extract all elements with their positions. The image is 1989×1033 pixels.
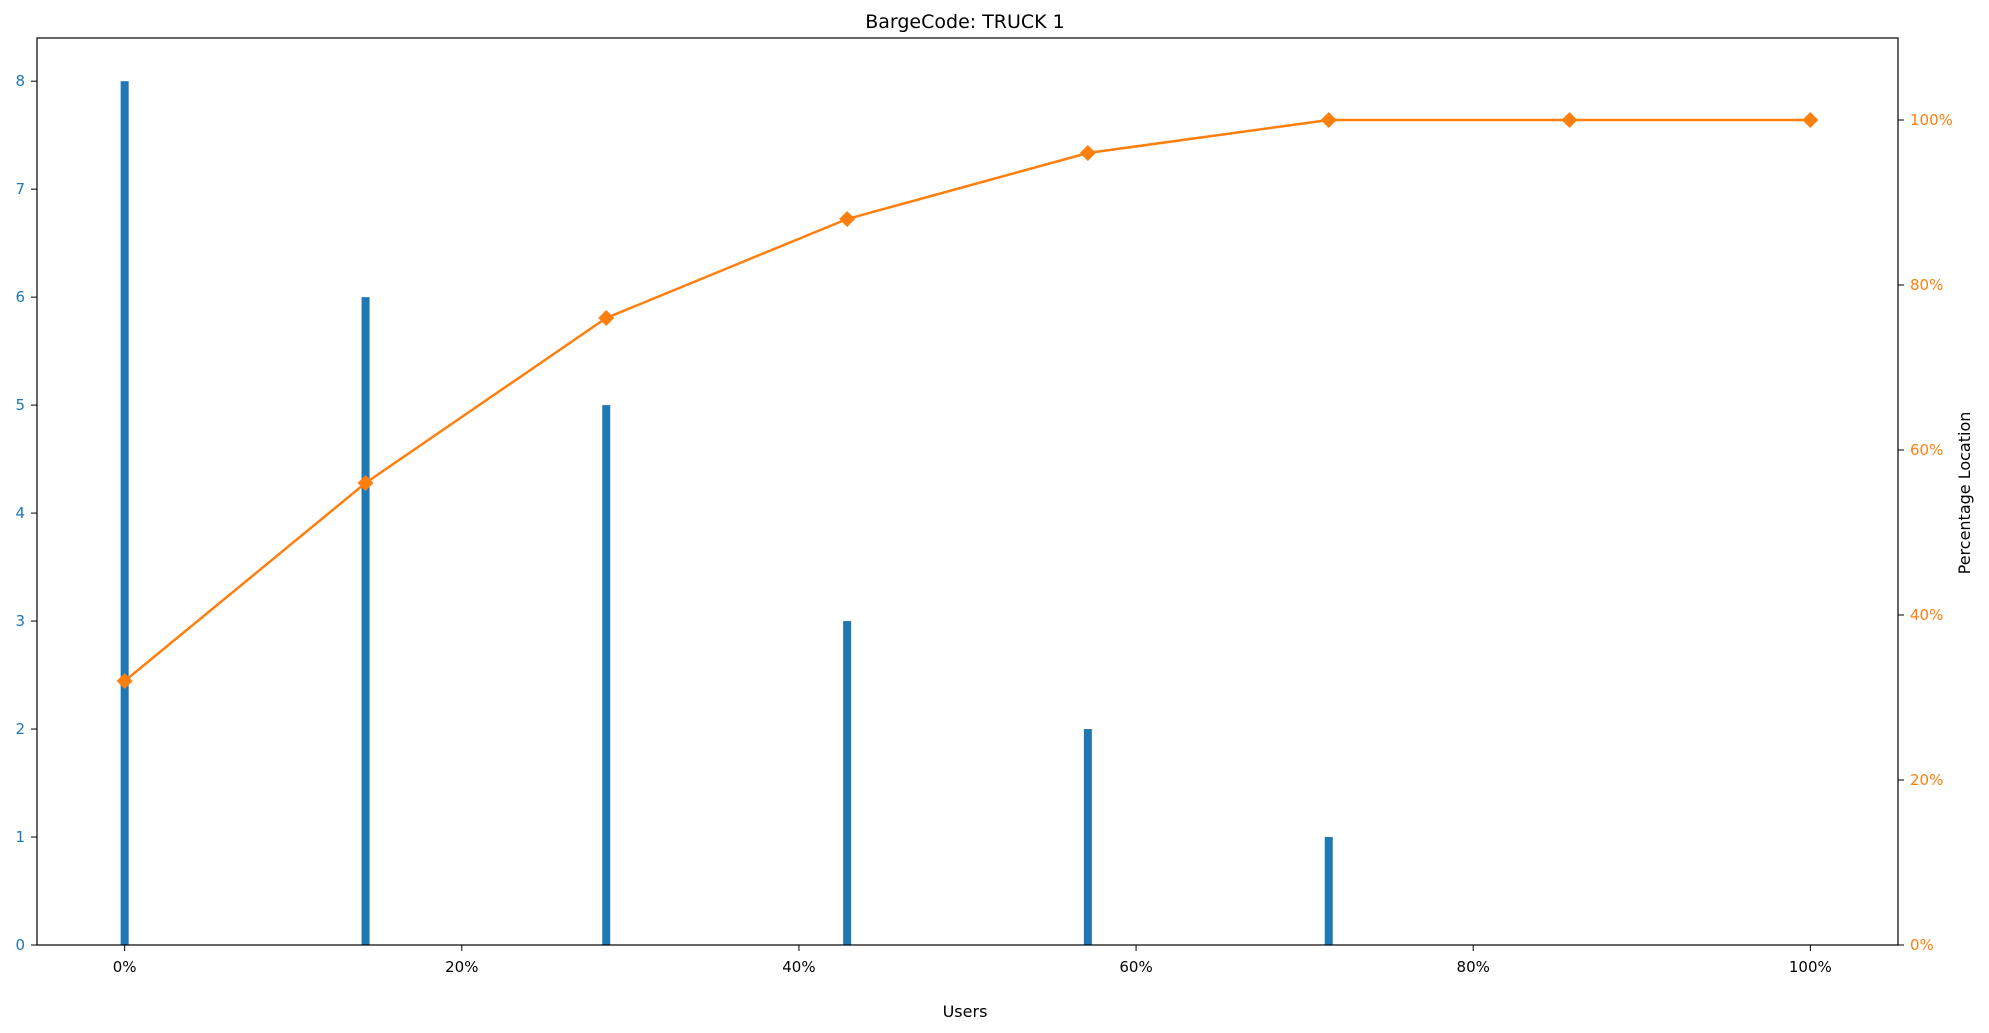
- right-y-axis-label: Percentage Location: [1955, 412, 1974, 575]
- x-tick-label-1: 20%: [445, 958, 478, 976]
- x-tick-label-5: 100%: [1789, 958, 1832, 976]
- line-marker-2: [598, 310, 615, 326]
- right-tick-label-0: 0%: [1910, 936, 1934, 954]
- bar-series: [120, 81, 1333, 946]
- right-y-axis: 0% 20% 40% 60% 80% 100%: [1898, 111, 1953, 954]
- x-tick-label-3: 60%: [1119, 958, 1152, 976]
- line-marker-4: [1079, 145, 1096, 161]
- left-tick-label-6: 6: [15, 288, 25, 306]
- line-marker-7: [1802, 112, 1819, 128]
- chart-title: BargeCode: TRUCK 1: [865, 11, 1065, 33]
- x-axis-label: Users: [943, 1002, 988, 1021]
- line-marker-6: [1561, 112, 1578, 128]
- right-tick-label-5: 100%: [1910, 111, 1953, 129]
- left-y-axis: 0 1 2 3 4 5 6 7 8: [15, 72, 37, 954]
- line-marker-0: [116, 673, 133, 689]
- bar-4: [1083, 729, 1092, 945]
- bar-5: [1324, 837, 1333, 945]
- left-tick-label-8: 8: [15, 72, 25, 90]
- right-tick-label-4: 80%: [1910, 276, 1943, 294]
- bar-0: [120, 81, 129, 945]
- right-tick-label-1: 20%: [1910, 771, 1943, 789]
- left-tick-label-4: 4: [15, 504, 25, 522]
- left-tick-label-1: 1: [15, 828, 25, 846]
- x-tick-label-0: 0%: [113, 958, 137, 976]
- plot-frame: [36, 37, 1899, 946]
- left-tick-label-3: 3: [15, 612, 25, 630]
- x-tick-label-4: 80%: [1457, 958, 1490, 976]
- line-marker-1: [357, 475, 374, 491]
- x-axis: 0% 20% 40% 60% 80% 100%: [113, 945, 1832, 976]
- line-marker-5: [1320, 112, 1337, 128]
- left-tick-label-7: 7: [15, 180, 25, 198]
- line-marker-3: [839, 211, 856, 227]
- right-tick-label-3: 60%: [1910, 441, 1943, 459]
- left-tick-label-5: 5: [15, 396, 25, 414]
- cumulative-line: [123, 118, 1811, 682]
- bar-3: [843, 621, 852, 945]
- left-tick-label-2: 2: [15, 720, 25, 738]
- bar-2: [602, 405, 611, 946]
- right-tick-label-2: 40%: [1910, 606, 1943, 624]
- left-tick-label-0: 0: [15, 936, 25, 954]
- x-tick-label-2: 40%: [782, 958, 815, 976]
- bar-1: [361, 297, 370, 946]
- cumulative-line-series: [116, 112, 1819, 689]
